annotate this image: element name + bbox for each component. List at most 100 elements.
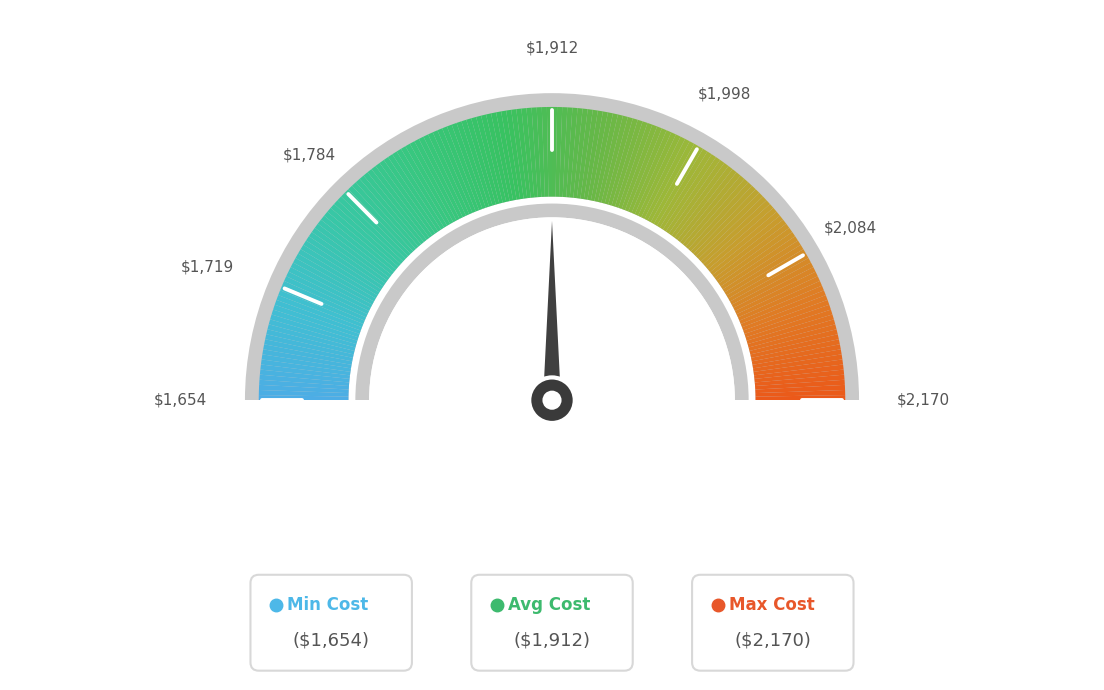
Wedge shape [363, 172, 424, 244]
Wedge shape [368, 169, 426, 242]
Wedge shape [537, 107, 545, 197]
Wedge shape [306, 236, 383, 289]
Wedge shape [405, 144, 454, 224]
Wedge shape [691, 186, 756, 254]
Wedge shape [258, 395, 349, 400]
Wedge shape [344, 189, 411, 256]
Text: $1,719: $1,719 [180, 259, 234, 275]
Wedge shape [352, 182, 416, 251]
Wedge shape [259, 385, 349, 393]
Wedge shape [511, 109, 528, 199]
Wedge shape [471, 117, 499, 204]
Wedge shape [335, 200, 403, 264]
Wedge shape [331, 204, 401, 266]
Wedge shape [741, 290, 826, 327]
Wedge shape [311, 228, 388, 284]
Wedge shape [270, 315, 358, 344]
Wedge shape [755, 385, 845, 393]
Wedge shape [447, 125, 482, 210]
Wedge shape [341, 193, 408, 259]
Wedge shape [733, 267, 816, 311]
Wedge shape [729, 254, 808, 302]
Wedge shape [612, 120, 643, 206]
Wedge shape [755, 390, 846, 397]
Wedge shape [506, 110, 523, 199]
Wedge shape [735, 272, 818, 314]
Wedge shape [401, 146, 450, 226]
Wedge shape [396, 149, 447, 228]
Text: $2,170: $2,170 [896, 393, 951, 408]
Wedge shape [259, 380, 349, 390]
Wedge shape [321, 216, 394, 275]
Wedge shape [259, 370, 350, 382]
Wedge shape [675, 166, 733, 240]
Wedge shape [641, 137, 686, 219]
Wedge shape [263, 344, 352, 365]
Wedge shape [660, 152, 712, 230]
Wedge shape [517, 108, 531, 198]
Wedge shape [466, 118, 496, 206]
Wedge shape [744, 305, 831, 337]
Wedge shape [576, 109, 593, 199]
Wedge shape [678, 169, 736, 242]
Wedge shape [304, 241, 381, 293]
Wedge shape [693, 189, 760, 256]
Wedge shape [712, 219, 786, 277]
Wedge shape [265, 334, 353, 358]
Wedge shape [496, 111, 517, 200]
Wedge shape [424, 135, 466, 217]
Wedge shape [552, 107, 558, 197]
Wedge shape [531, 108, 541, 197]
Wedge shape [751, 334, 839, 358]
Text: $1,912: $1,912 [526, 40, 578, 55]
Bar [211, 400, 893, 573]
Wedge shape [275, 300, 361, 334]
Wedge shape [755, 395, 846, 400]
Wedge shape [273, 305, 360, 337]
Wedge shape [272, 310, 359, 341]
Wedge shape [754, 364, 843, 379]
Wedge shape [721, 236, 798, 289]
Wedge shape [753, 349, 841, 368]
Wedge shape [261, 359, 350, 375]
FancyBboxPatch shape [251, 575, 412, 671]
Wedge shape [622, 125, 657, 210]
Wedge shape [315, 224, 390, 281]
Text: ($2,170): ($2,170) [734, 631, 811, 649]
Wedge shape [461, 120, 492, 206]
Wedge shape [290, 262, 372, 308]
Wedge shape [753, 355, 842, 372]
Text: $1,998: $1,998 [698, 86, 751, 101]
Wedge shape [686, 179, 749, 249]
Wedge shape [268, 319, 357, 348]
Wedge shape [746, 315, 834, 344]
Wedge shape [638, 135, 680, 217]
Wedge shape [605, 117, 633, 204]
Wedge shape [360, 175, 421, 246]
Wedge shape [724, 245, 804, 295]
Wedge shape [293, 258, 374, 305]
Wedge shape [581, 110, 598, 199]
Wedge shape [736, 276, 820, 317]
Wedge shape [701, 200, 769, 264]
Text: Avg Cost: Avg Cost [508, 596, 591, 614]
Wedge shape [263, 349, 351, 368]
Wedge shape [501, 110, 520, 199]
Wedge shape [608, 118, 638, 206]
Wedge shape [286, 272, 369, 314]
Wedge shape [328, 208, 399, 269]
Wedge shape [555, 107, 562, 197]
Wedge shape [696, 193, 763, 259]
Wedge shape [288, 267, 371, 311]
Wedge shape [566, 108, 577, 197]
Wedge shape [521, 108, 534, 198]
Wedge shape [584, 110, 603, 199]
Wedge shape [442, 126, 479, 211]
Wedge shape [710, 216, 783, 275]
Wedge shape [527, 108, 538, 197]
Circle shape [529, 377, 575, 423]
Wedge shape [745, 310, 832, 341]
Wedge shape [645, 139, 690, 221]
Wedge shape [384, 157, 438, 233]
Wedge shape [755, 380, 845, 390]
